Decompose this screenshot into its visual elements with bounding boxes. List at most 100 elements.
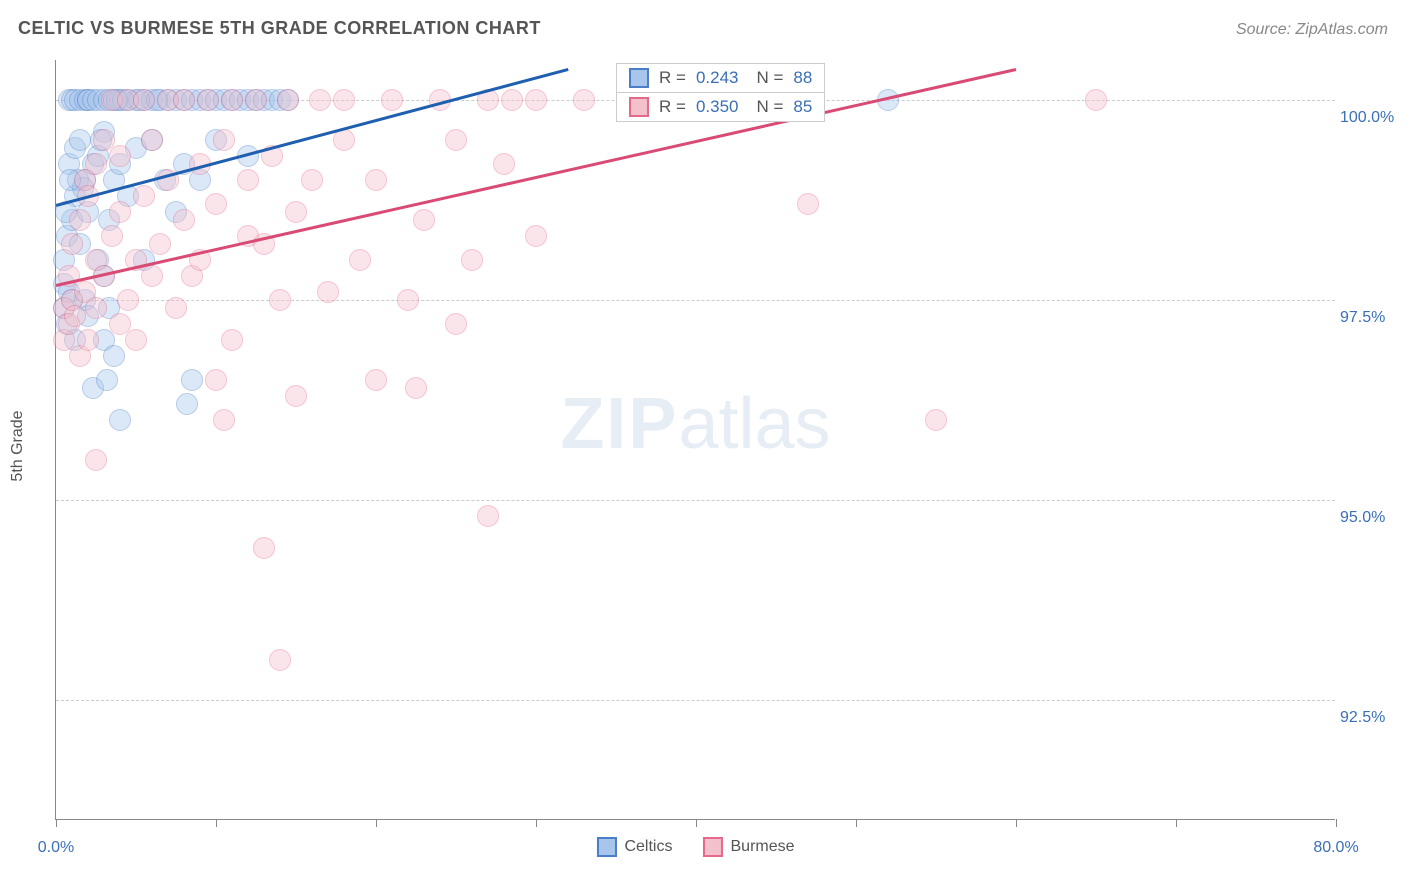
stat-r-value: 0.350 (696, 97, 739, 117)
legend-item: Burmese (702, 837, 794, 857)
x-tick-label: 80.0% (1313, 839, 1358, 857)
data-point (269, 649, 291, 671)
data-point (445, 129, 467, 151)
data-point (349, 249, 371, 271)
stat-n-value: 85 (793, 97, 812, 117)
stat-r-label: R = (659, 68, 686, 88)
legend-label: Burmese (730, 838, 794, 856)
data-point (173, 89, 195, 111)
scatter-plot: ZIPatlas 92.5%95.0%97.5%100.0%0.0%80.0%R… (55, 60, 1335, 820)
data-point (413, 209, 435, 231)
stat-r-value: 0.243 (696, 68, 739, 88)
data-point (381, 89, 403, 111)
data-point (1085, 89, 1107, 111)
data-point (213, 129, 235, 151)
legend-swatch (702, 837, 722, 857)
stats-row: R = 0.243 N = 88 (617, 64, 824, 93)
data-point (109, 409, 131, 431)
data-point (117, 289, 139, 311)
data-point (405, 377, 427, 399)
data-point (109, 145, 131, 167)
data-point (573, 89, 595, 111)
data-point (64, 305, 86, 327)
x-tick (56, 819, 57, 827)
data-point (285, 201, 307, 223)
stat-n-label: N = (756, 68, 783, 88)
data-point (525, 89, 547, 111)
x-tick (1176, 819, 1177, 827)
data-point (85, 297, 107, 319)
data-point (205, 193, 227, 215)
x-tick (376, 819, 377, 827)
data-point (253, 537, 275, 559)
data-point (221, 329, 243, 351)
data-point (365, 369, 387, 391)
stat-r-label: R = (659, 97, 686, 117)
data-point (197, 89, 219, 111)
data-point (501, 89, 523, 111)
data-point (103, 345, 125, 367)
data-point (176, 393, 198, 415)
x-tick (696, 819, 697, 827)
data-point (181, 369, 203, 391)
chart-title: CELTIC VS BURMESE 5TH GRADE CORRELATION … (18, 18, 541, 39)
data-point (96, 369, 118, 391)
data-point (301, 169, 323, 191)
x-tick (536, 819, 537, 827)
data-point (133, 89, 155, 111)
y-axis-label: 5th Grade (9, 410, 27, 481)
source-label: Source: ZipAtlas.com (1236, 21, 1388, 39)
data-point (85, 449, 107, 471)
data-point (309, 89, 331, 111)
data-point (237, 169, 259, 191)
data-point (133, 185, 155, 207)
data-point (221, 89, 243, 111)
legend-swatch (596, 837, 616, 857)
data-point (797, 193, 819, 215)
data-point (285, 385, 307, 407)
data-point (69, 209, 91, 231)
data-point (101, 225, 123, 247)
y-tick-label: 97.5% (1340, 309, 1400, 327)
data-point (397, 289, 419, 311)
y-tick-label: 92.5% (1340, 709, 1400, 727)
data-point (445, 313, 467, 335)
data-point (477, 505, 499, 527)
x-tick (1016, 819, 1017, 827)
data-point (69, 129, 91, 151)
data-point (277, 89, 299, 111)
data-point (109, 201, 131, 223)
series-swatch (629, 68, 649, 88)
data-point (269, 289, 291, 311)
data-point (213, 409, 235, 431)
gridline-h (56, 500, 1335, 501)
data-point (925, 409, 947, 431)
gridline-h (56, 300, 1335, 301)
series-swatch (629, 97, 649, 117)
data-point (85, 153, 107, 175)
data-point (461, 249, 483, 271)
data-point (173, 209, 195, 231)
data-point (333, 89, 355, 111)
data-point (77, 329, 99, 351)
data-point (125, 329, 147, 351)
data-point (149, 233, 171, 255)
watermark: ZIPatlas (560, 383, 830, 465)
data-point (141, 129, 163, 151)
data-point (141, 265, 163, 287)
data-point (493, 153, 515, 175)
x-tick-label: 0.0% (38, 839, 74, 857)
gridline-h (56, 700, 1335, 701)
stats-box: R = 0.243 N = 88 R = 0.350 N = 85 (616, 63, 825, 122)
stat-n-label: N = (756, 97, 783, 117)
data-point (165, 297, 187, 319)
y-tick-label: 100.0% (1340, 109, 1400, 127)
x-tick (1336, 819, 1337, 827)
y-tick-label: 95.0% (1340, 509, 1400, 527)
stat-n-value: 88 (793, 68, 812, 88)
legend-label: Celtics (624, 838, 672, 856)
legend: Celtics Burmese (596, 837, 794, 857)
x-tick (216, 819, 217, 827)
stats-row: R = 0.350 N = 85 (617, 93, 824, 121)
x-tick (856, 819, 857, 827)
